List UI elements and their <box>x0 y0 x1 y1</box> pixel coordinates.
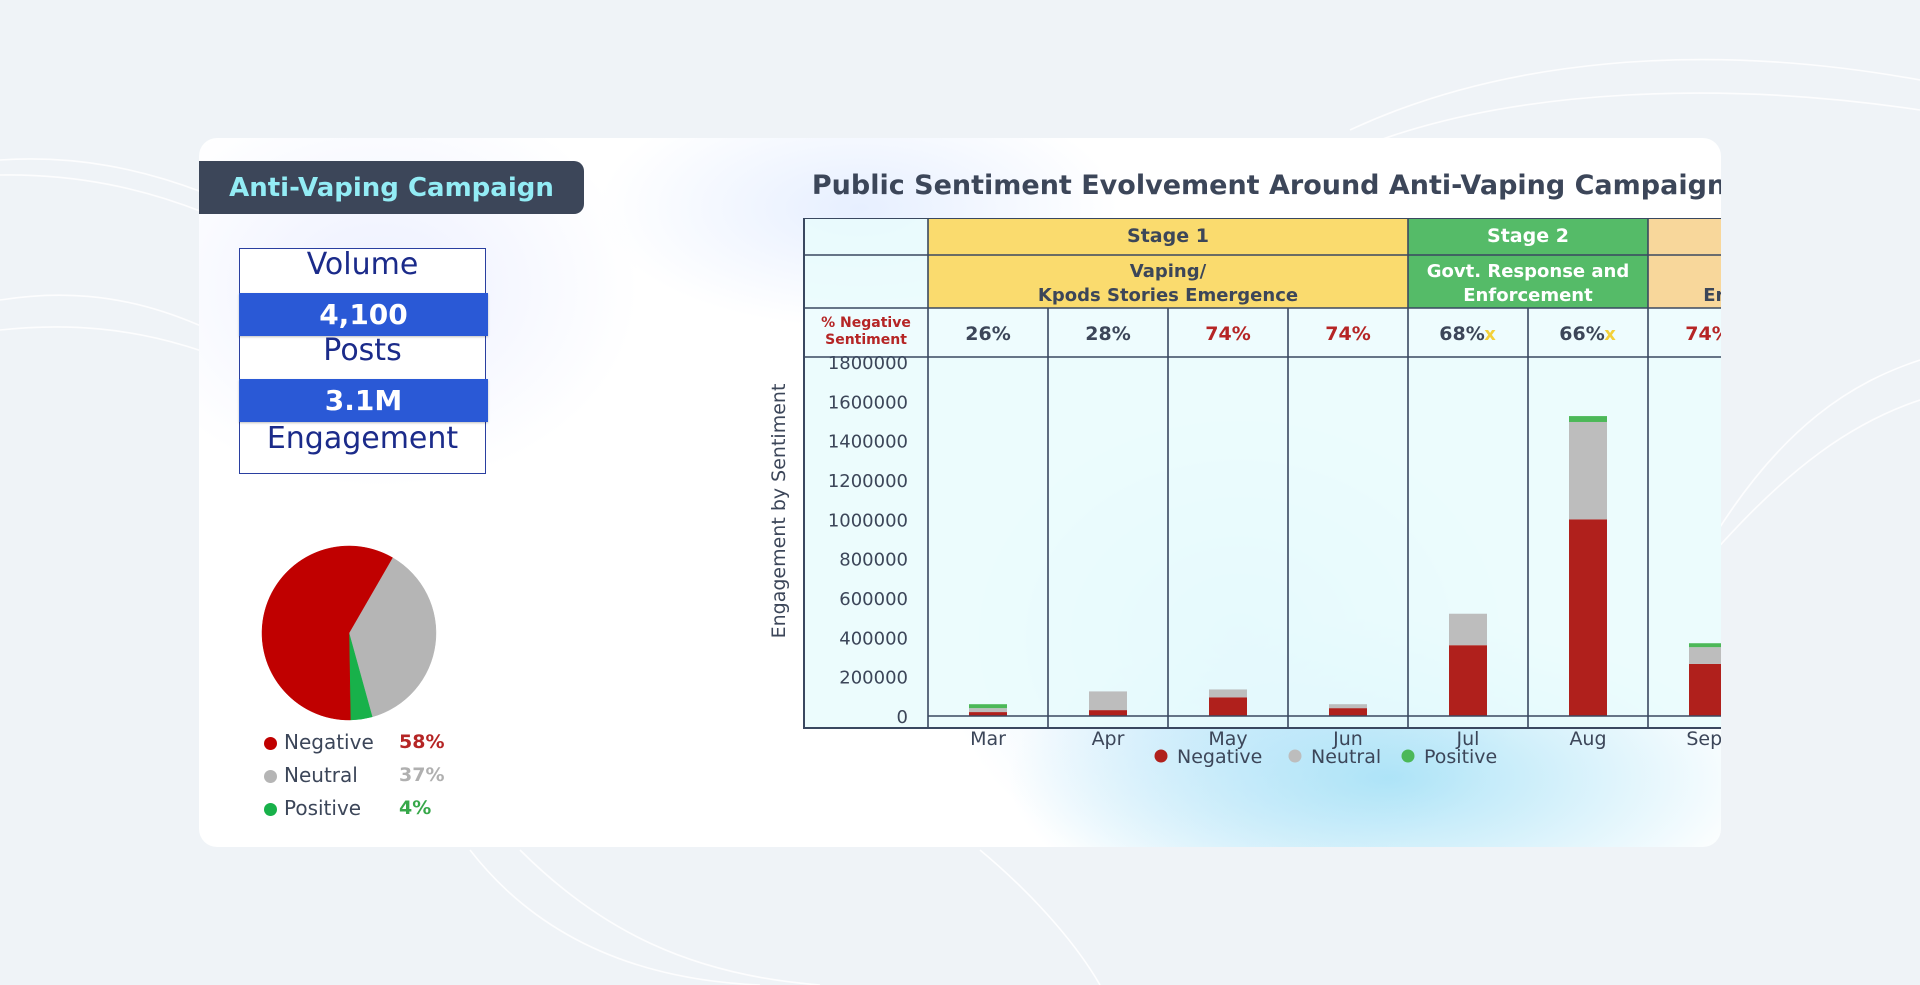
x-tick-label: Mar <box>970 728 1006 750</box>
stage-name: Stage 1 <box>1127 225 1209 247</box>
sentiment-bar-chart: Stage 1 Vaping/Kpods Stories Emergence Sta… <box>768 218 1721 768</box>
bar-neutral-may <box>1209 689 1247 698</box>
engagement-label: Engagement <box>266 421 459 456</box>
x-tick-label: Apr <box>1092 728 1125 750</box>
stage-subtitle-line: Kpods Stories Emergence <box>1038 285 1298 306</box>
stage-subtitle-line: Enforcement <box>1703 285 1721 306</box>
y-tick-label: 1200000 <box>828 471 908 492</box>
pie-slice-negative <box>261 545 393 721</box>
y-tick-label: 1400000 <box>828 432 908 453</box>
negative-sentiment-value: 66% <box>1559 323 1604 345</box>
negative-sentiment-flag: x <box>1604 324 1616 345</box>
negative-sentiment-value: 74% <box>1685 323 1721 345</box>
negative-sentiment-value: 68% <box>1439 323 1484 345</box>
legend-label: Positive <box>1424 746 1497 768</box>
bar-positive-aug <box>1569 416 1607 422</box>
x-tick-label: Sept <box>1686 728 1721 750</box>
bar-neutral-sept <box>1689 647 1721 664</box>
x-tick-label: May <box>1208 728 1247 750</box>
stage-header-cell <box>1408 218 1648 308</box>
negative-sentiment-value: 28% <box>1085 323 1130 345</box>
legend-positive-dot-icon <box>1401 749 1415 763</box>
negative-sentiment-value: 74% <box>1325 323 1370 345</box>
bar-negative-sept <box>1689 663 1721 716</box>
pie-legend-positive: Positive 4% <box>264 791 444 824</box>
negative-sentiment-flag: x <box>1484 324 1496 345</box>
volume-label: Volume <box>306 247 419 282</box>
stage-subtitle-line: Vaping/ <box>1130 261 1207 282</box>
campaign-title: Anti-Vaping Campaign <box>199 161 584 214</box>
bar-negative-aug <box>1569 519 1607 716</box>
engagement-value: 3.1M <box>239 379 488 422</box>
negative-sentiment-row-label: % Negative <box>821 315 911 331</box>
positive-dot-icon <box>264 803 277 816</box>
legend-negative-dot-icon <box>1154 749 1168 763</box>
y-tick-label: 1600000 <box>828 392 908 413</box>
y-tick-label: 1800000 <box>828 353 908 374</box>
pie-legend-value: 37% <box>399 763 445 786</box>
legend-label: Neutral <box>1311 746 1381 768</box>
neutral-dot-icon <box>264 770 277 783</box>
negative-sentiment-value: 74% <box>1205 323 1250 345</box>
y-tick-label: 400000 <box>839 628 908 649</box>
y-tick-label: 0 <box>897 707 908 728</box>
negative-row-background <box>804 308 1721 357</box>
bar-negative-mar <box>969 712 1007 716</box>
dashboard-card: Anti-Vaping Campaign Volume 4,100 Posts … <box>199 138 1721 847</box>
volume-value: 4,100 <box>239 293 488 336</box>
pie-legend-neutral: Neutral 37% <box>264 758 444 791</box>
pie-legend: Negative 58% Neutral 37% Positive 4% <box>264 725 444 824</box>
table-border <box>803 218 1721 729</box>
pie-legend-value: 4% <box>399 796 432 819</box>
stage-name: Stage 2 <box>1487 225 1569 247</box>
bar-neutral-jun <box>1329 704 1367 709</box>
stats-box: Volume 4,100 Posts 3.1M Engagement <box>239 247 488 474</box>
negative-dot-icon <box>264 737 277 750</box>
bar-negative-jul <box>1449 645 1487 716</box>
bar-neutral-mar <box>969 708 1007 713</box>
y-tick-label: 200000 <box>839 668 908 689</box>
y-tick-label: 600000 <box>839 589 908 610</box>
bar-neutral-aug <box>1569 421 1607 520</box>
stage-subtitle-line: Govt. Response and <box>1427 261 1629 282</box>
stage-header-cell <box>928 218 1408 308</box>
x-tick-label: Jul <box>1456 728 1480 750</box>
y-tick-label: 800000 <box>839 550 908 571</box>
legend-label: Negative <box>1177 746 1262 768</box>
bar-positive-mar <box>969 704 1007 709</box>
bar-negative-apr <box>1089 710 1127 716</box>
bar-neutral-apr <box>1089 691 1127 711</box>
pie-legend-value: 58% <box>399 730 445 753</box>
pie-slice-neutral <box>348 557 437 718</box>
stage-header-cell <box>1648 218 1721 308</box>
negative-sentiment-value: 26% <box>965 323 1010 345</box>
sentiment-pie-chart <box>261 545 437 721</box>
pie-legend-label: Negative <box>284 729 374 754</box>
bar-negative-jun <box>1329 708 1367 716</box>
bar-positive-sept <box>1689 643 1721 648</box>
y-axis-title: Engagement by Sentiment <box>768 384 790 639</box>
negative-sentiment-row-label: Sentiment <box>825 332 907 348</box>
y-tick-label: 1000000 <box>828 510 908 531</box>
stage-subtitle-line: Enforcement <box>1463 285 1593 306</box>
x-tick-label: Jun <box>1332 728 1363 750</box>
posts-label: Posts <box>323 333 402 368</box>
chart-title: Public Sentiment Evolvement Around Anti-… <box>811 170 1721 201</box>
pie-legend-label: Neutral <box>284 762 358 787</box>
x-tick-label: Aug <box>1569 728 1606 750</box>
pie-legend-negative: Negative 58% <box>264 725 444 758</box>
pie-legend-label: Positive <box>284 795 362 820</box>
legend-neutral-dot-icon <box>1288 749 1302 763</box>
bar-negative-may <box>1209 697 1247 716</box>
bar-neutral-jul <box>1449 613 1487 646</box>
